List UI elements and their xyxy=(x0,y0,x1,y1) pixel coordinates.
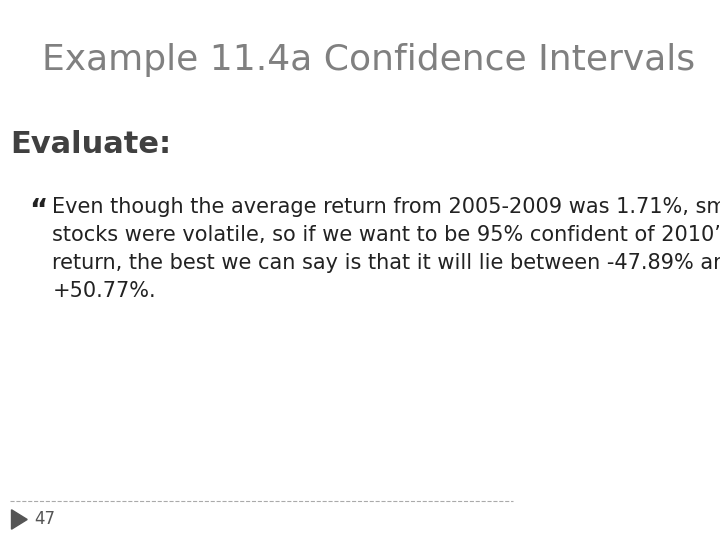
Text: Even though the average return from 2005-2009 was 1.71%, small
stocks were volat: Even though the average return from 2005… xyxy=(53,197,720,301)
Polygon shape xyxy=(12,510,27,529)
Text: Evaluate:: Evaluate: xyxy=(11,130,171,159)
Text: 47: 47 xyxy=(34,510,55,529)
Text: Example 11.4a Confidence Intervals: Example 11.4a Confidence Intervals xyxy=(42,43,695,77)
Text: “: “ xyxy=(29,197,47,225)
